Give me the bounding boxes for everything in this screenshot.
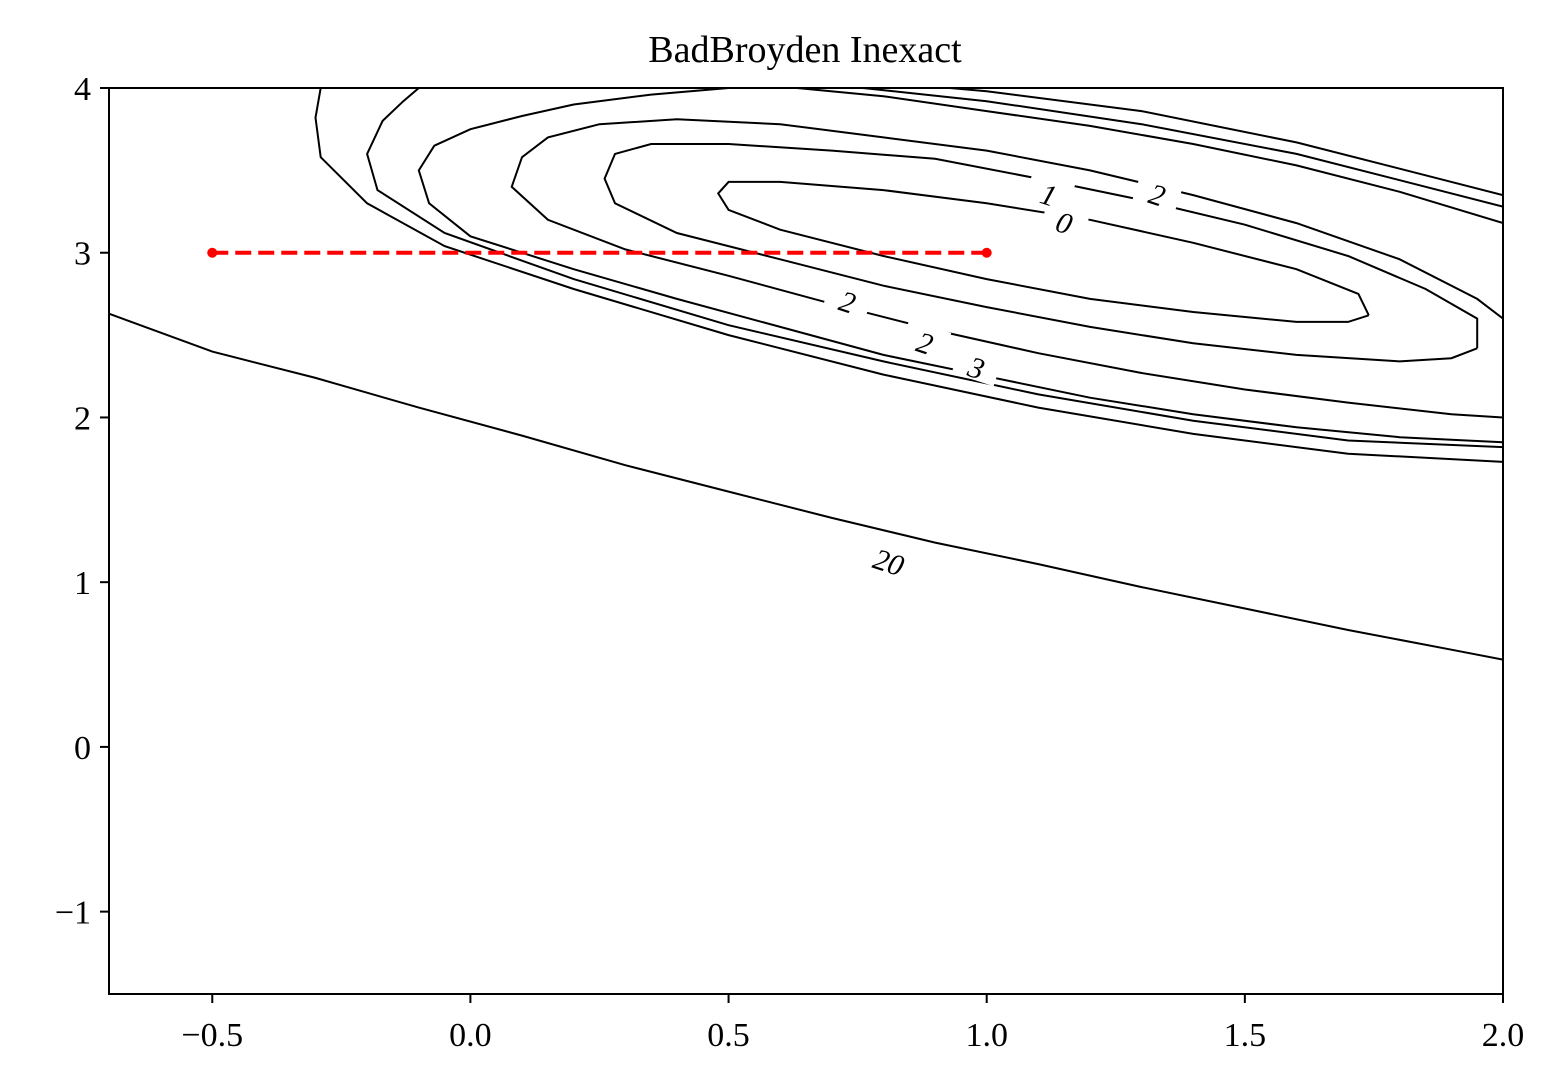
contour-label-bg xyxy=(863,538,916,581)
y-tick-label: 4 xyxy=(74,71,91,108)
iterate-point-1 xyxy=(981,247,992,258)
plot-frame xyxy=(108,87,1504,995)
y-tick-label: 2 xyxy=(74,400,91,437)
x-tick-label: 2.0 xyxy=(1482,1017,1525,1054)
y-tick-label: 1 xyxy=(74,565,91,602)
x-tick-label: 1.5 xyxy=(1224,1017,1267,1054)
contour-line-level-3-5 xyxy=(314,88,1503,463)
contour-label-bg xyxy=(1132,171,1184,214)
contour-line-level-2-4 xyxy=(366,88,1503,449)
iterate-point-0 xyxy=(207,247,218,258)
contour-label-bg xyxy=(822,278,874,321)
contour-line-level-2-3 xyxy=(417,88,1503,444)
contour-label-bg xyxy=(1039,199,1091,242)
contour-line-level-20-6 xyxy=(109,312,1503,661)
contour-line-level-1-1 xyxy=(603,143,1479,363)
y-tick-label: 3 xyxy=(74,236,91,273)
contour-label-bg xyxy=(1024,171,1076,214)
chart-title: BadBroyden Inexact xyxy=(648,29,962,71)
iterate-path xyxy=(207,247,992,258)
x-tick-label: −0.5 xyxy=(181,1017,243,1054)
contour-line-level-2-2 xyxy=(510,118,1503,419)
x-tick-label: 0.0 xyxy=(449,1017,492,1054)
contour-label-bg xyxy=(951,344,1003,387)
contour-label-bg xyxy=(900,319,952,362)
contour-lines xyxy=(109,88,1503,661)
y-axis: −1 0 1 2 3 4 xyxy=(55,71,109,932)
y-tick-label: 0 xyxy=(74,730,91,767)
x-tick-label: 1.0 xyxy=(965,1017,1008,1054)
x-axis: −0.5 0.0 0.5 1.0 1.5 2.0 xyxy=(181,994,1524,1054)
contour-line-level-0-0 xyxy=(716,180,1370,323)
x-tick-label: 0.5 xyxy=(707,1017,750,1054)
y-tick-label: −1 xyxy=(55,895,91,932)
